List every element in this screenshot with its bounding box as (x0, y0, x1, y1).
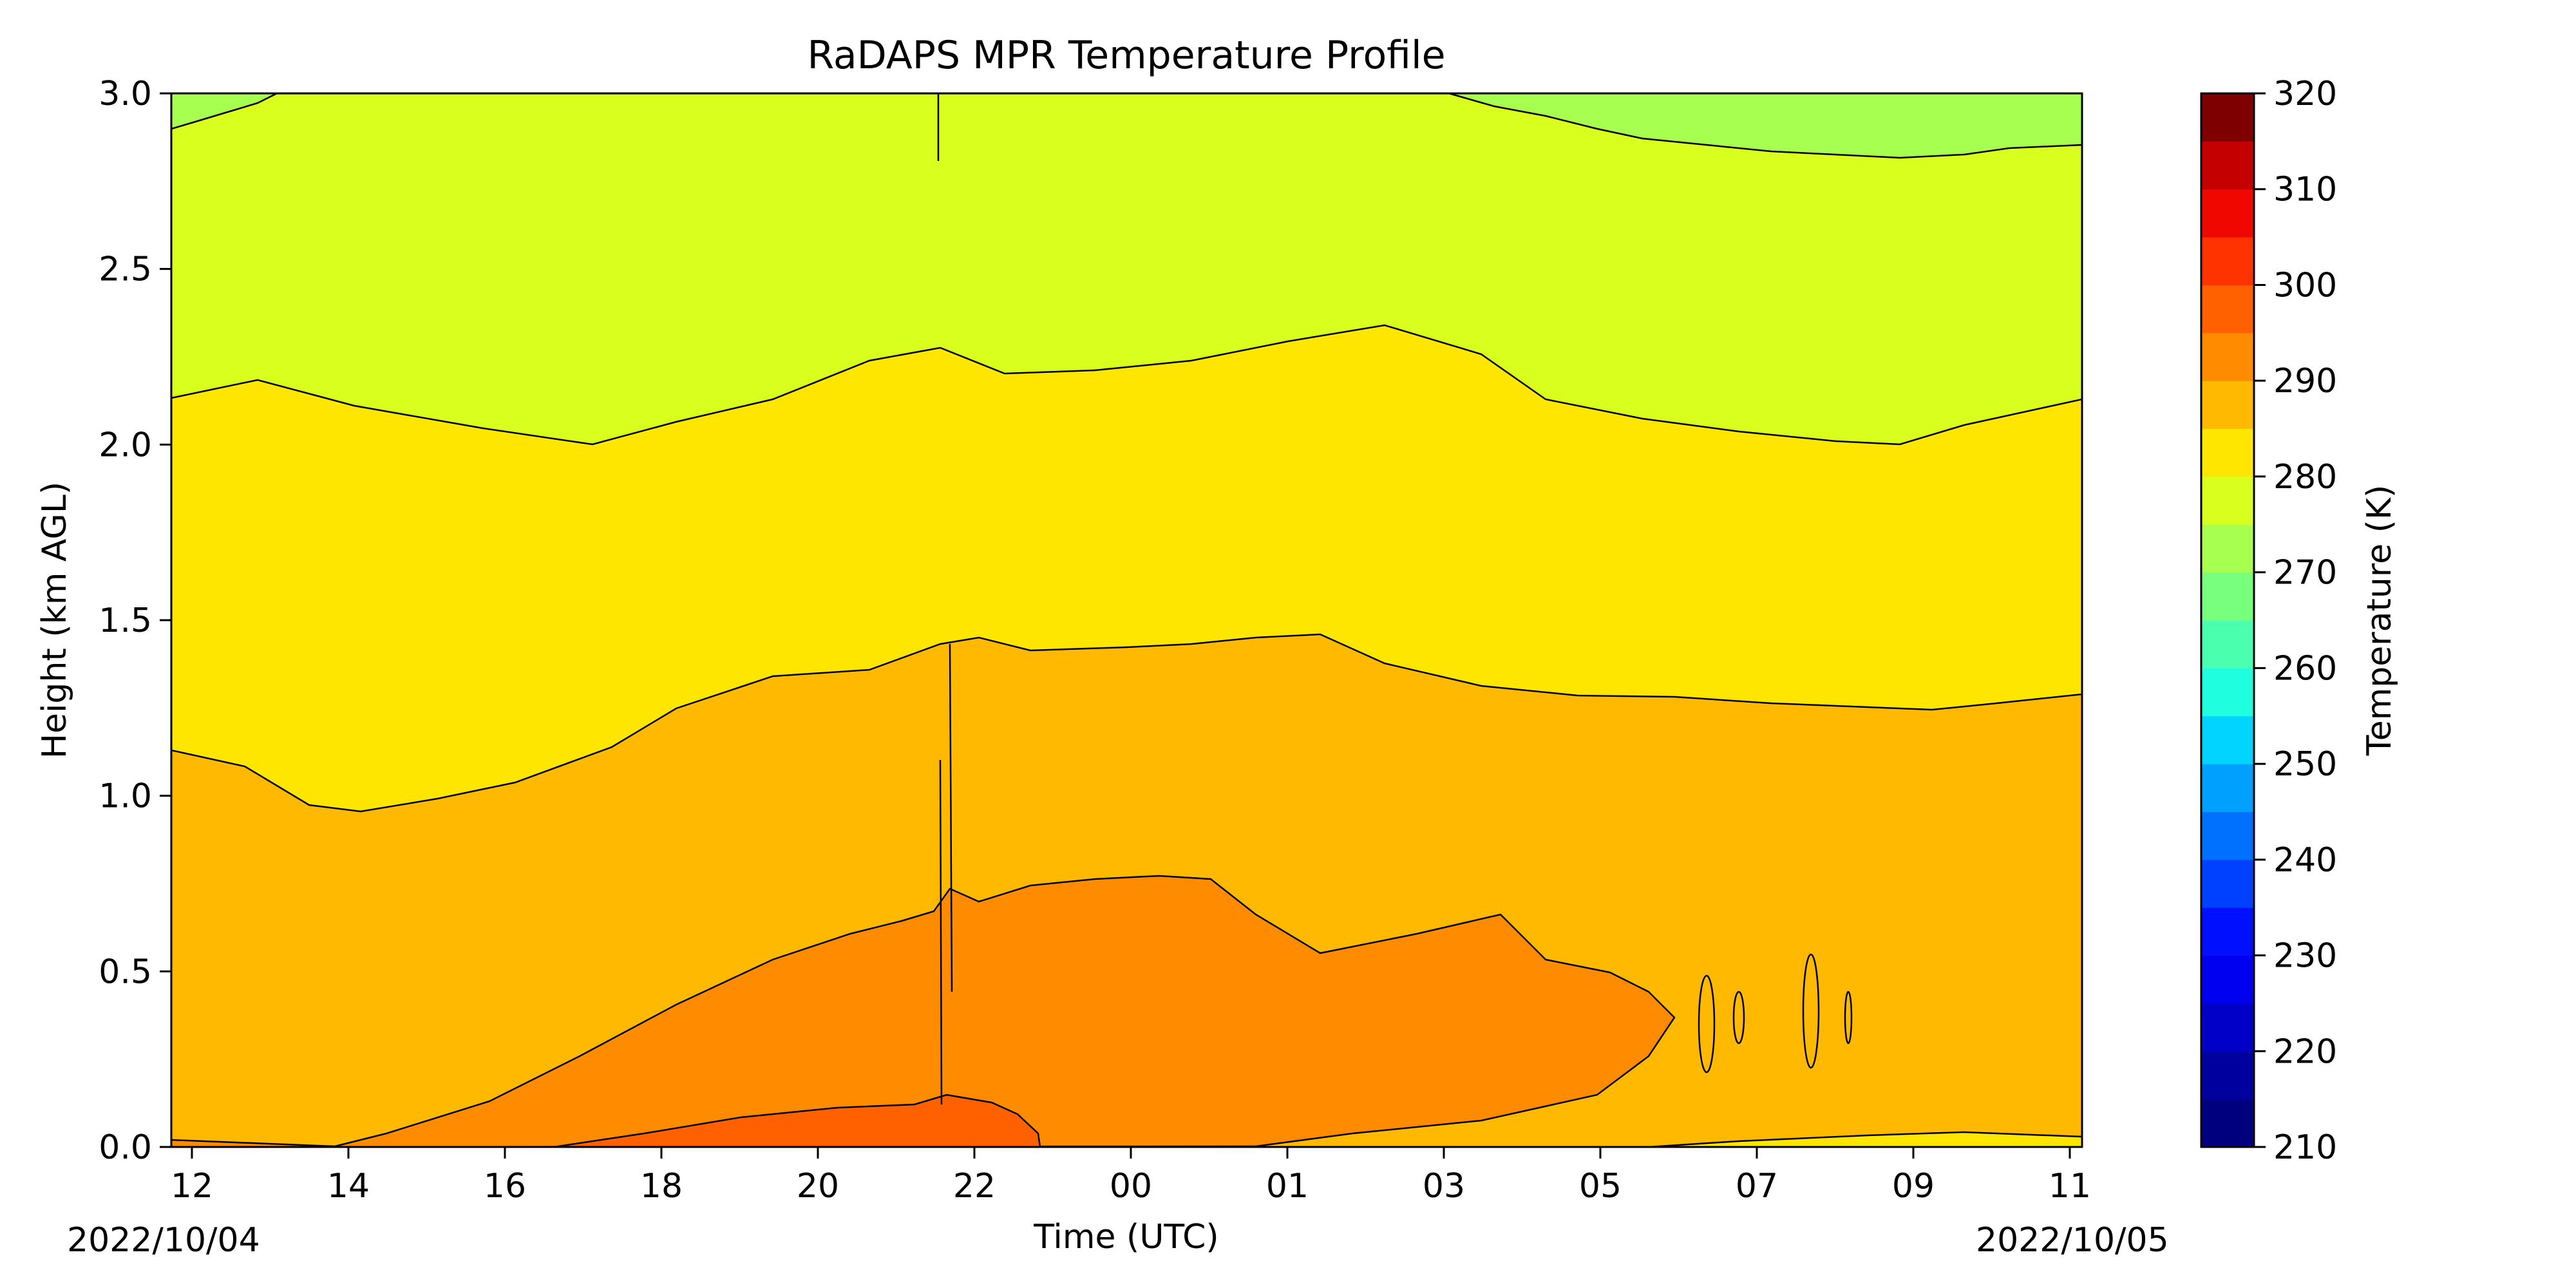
colorbar-swatch (2201, 332, 2254, 381)
colorbar-swatch (2201, 907, 2254, 956)
colorbar-swatch (2201, 668, 2254, 717)
y-tick-label: 0.5 (99, 952, 152, 991)
spike-contour (937, 93, 953, 1105)
colorbar-tick-label: 260 (2273, 649, 2337, 688)
x-tick-label: 00 (1110, 1167, 1152, 1206)
y-tick-label: 1.5 (99, 601, 152, 640)
date-end-label: 2022/10/05 (1976, 1221, 2169, 1260)
y-axis-label: Height (km AGL) (35, 482, 74, 759)
contour-island-3 (1802, 953, 1820, 1069)
y-tick-label: 0.0 (99, 1128, 152, 1167)
colorbar-swatch (2201, 955, 2254, 1004)
colorbar-tick-label: 230 (2273, 937, 2337, 976)
date-start-label: 2022/10/04 (67, 1221, 260, 1260)
colorbar-swatch (2201, 93, 2254, 142)
x-tick-label: 12 (171, 1167, 213, 1206)
y-tick-label: 3.0 (99, 75, 152, 113)
band-300-305 (553, 1094, 1041, 1147)
colorbar-tick-label: 290 (2273, 362, 2337, 401)
colorbar-swatch (2201, 620, 2254, 668)
colorbar-ticks: 210 220 230 240 250 260 270 280 290 300 310 320 (2254, 75, 2337, 1167)
chart-title: RaDAPS MPR Temperature Profile (807, 33, 1445, 78)
x-axis-label: Time (UTC) (1033, 1218, 1218, 1256)
x-axis: 12 14 16 18 20 22 00 01 03 05 07 09 11 (171, 1147, 2091, 1206)
x-tick-label: 03 (1423, 1167, 1465, 1206)
colorbar-tick-label: 210 (2273, 1128, 2337, 1167)
colorbar-tick-label: 310 (2273, 171, 2337, 209)
contour-island-1 (1698, 974, 1716, 1074)
y-tick-label: 2.5 (99, 251, 152, 289)
colorbar-swatch (2201, 428, 2254, 477)
colorbar-tick-label: 240 (2273, 841, 2337, 880)
y-tick-label: 2.0 (99, 426, 152, 464)
colorbar-label: Temperature (K) (2360, 485, 2399, 757)
colorbar-swatch (2201, 285, 2254, 334)
colorbar-swatch (2201, 1099, 2254, 1148)
x-tick-label: 22 (953, 1167, 996, 1206)
x-tick-label: 16 (484, 1167, 526, 1206)
colorbar-swatch (2201, 141, 2254, 190)
band-surface-warm (1648, 1131, 2082, 1147)
x-tick-label: 20 (797, 1167, 839, 1206)
colorbar-swatch (2201, 189, 2254, 238)
x-tick-label: 11 (2049, 1167, 2091, 1206)
x-tick-label: 09 (1892, 1167, 1935, 1206)
colorbar-swatch (2201, 1051, 2254, 1100)
colorbar-swatch (2201, 381, 2254, 430)
colorbar-tick-label: 270 (2273, 554, 2337, 592)
colorbar-swatch (2201, 811, 2254, 860)
x-tick-label: 01 (1266, 1167, 1309, 1206)
colorbar-swatch (2201, 476, 2254, 525)
contour-island-2 (1732, 990, 1745, 1045)
colorbar-tick-label: 250 (2273, 745, 2337, 784)
colorbar-frame (2200, 92, 2255, 1148)
contour-island-4 (1844, 990, 1853, 1045)
y-axis: 0.0 0.5 1.0 1.5 2.0 2.5 3.0 (99, 75, 171, 1167)
colorbar-swatch (2201, 524, 2254, 573)
colorbar-swatch (2201, 572, 2254, 621)
colorbar-swatch (2201, 715, 2254, 764)
colorbar-swatch (2201, 859, 2254, 908)
colorbar-swatch (2201, 1003, 2254, 1052)
colorbar-tick-label: 300 (2273, 266, 2337, 305)
colorbar (2201, 93, 2254, 1148)
colorbar-tick-label: 280 (2273, 458, 2337, 497)
x-tick-label: 05 (1579, 1167, 1622, 1206)
colorbar-swatch (2201, 237, 2254, 285)
x-tick-label: 07 (1736, 1167, 1778, 1206)
y-tick-label: 1.0 (99, 777, 152, 816)
colorbar-tick-label: 220 (2273, 1032, 2337, 1071)
band-295-300 (171, 875, 1676, 1147)
colorbar-tick-label: 320 (2273, 75, 2337, 113)
x-tick-label: 14 (327, 1167, 370, 1206)
plot-area (171, 93, 2082, 1147)
x-tick-label: 18 (640, 1167, 683, 1206)
colorbar-swatch (2201, 764, 2254, 812)
